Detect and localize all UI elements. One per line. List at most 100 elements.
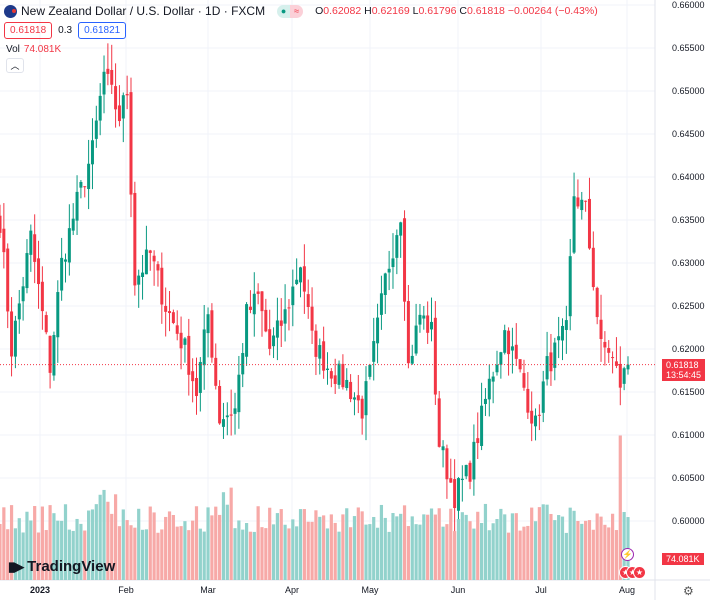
sell-button[interactable]: 0.61818 <box>4 22 53 39</box>
candle-body <box>133 192 137 286</box>
candle-body <box>483 398 487 405</box>
volume-bar <box>341 514 345 580</box>
candle-body <box>472 441 476 480</box>
volume-bar <box>133 527 137 580</box>
volume-bar <box>137 508 141 580</box>
volume-bar <box>152 512 156 580</box>
candle-body <box>268 329 272 349</box>
volume-bar <box>487 530 491 580</box>
settings-gear-icon[interactable]: ⚙ <box>683 584 694 598</box>
volume-bar <box>144 529 149 580</box>
candle-body <box>206 314 210 334</box>
volume-bar <box>607 527 611 580</box>
candle-body <box>117 105 121 122</box>
volume-bar <box>25 511 29 580</box>
volume-bar <box>21 532 25 580</box>
price-tick: 0.63500 <box>672 215 705 225</box>
candle-body <box>187 335 191 375</box>
volume-bar <box>337 531 341 580</box>
volume-bar <box>175 526 179 580</box>
volume-bar <box>198 528 202 580</box>
volume-bar <box>479 523 484 580</box>
candle-body <box>160 267 164 305</box>
candle-body <box>387 268 391 273</box>
market-status[interactable]: ● ≈ <box>277 4 304 18</box>
volume-bar <box>264 528 268 580</box>
candle-body <box>337 363 341 385</box>
candle-body <box>60 257 64 291</box>
volume-bar <box>491 523 495 580</box>
candle-body <box>418 314 422 325</box>
volume-bar <box>113 494 118 580</box>
lightning-event-icon[interactable]: ⚡ <box>621 548 634 561</box>
candle-body <box>164 305 168 312</box>
volume-bar <box>221 492 226 580</box>
price-tick: 0.60000 <box>672 516 705 526</box>
market-open-icon: ● <box>277 4 291 18</box>
volume-bar <box>395 516 399 580</box>
volume-bar <box>13 528 18 580</box>
volume-bar <box>503 514 507 580</box>
candle-body <box>2 228 6 253</box>
candle-body <box>29 230 33 255</box>
volume-bar <box>322 515 326 580</box>
tradingview-logo[interactable]: ▮▶ TradingView <box>8 558 116 575</box>
volume-bar <box>164 516 168 580</box>
volume-bar <box>568 507 572 580</box>
volume-bar <box>610 513 615 580</box>
volume-bar <box>557 515 561 580</box>
volume-bar <box>364 524 368 580</box>
volume-bar <box>29 520 33 580</box>
symbol-title[interactable]: New Zealand Dollar / U.S. Dollar · 1D · … <box>21 4 266 18</box>
volume-bar <box>241 529 245 580</box>
candle-body <box>314 330 318 357</box>
volume-bar <box>260 527 264 580</box>
volume-bar <box>368 524 372 580</box>
volume-bar <box>52 513 56 580</box>
candle-body <box>37 258 41 285</box>
buy-button[interactable]: 0.61821 <box>78 22 127 39</box>
candle-body <box>618 363 622 388</box>
candle-body <box>48 335 52 373</box>
candle-body <box>584 200 588 202</box>
collapse-legend-button[interactable]: ︿ <box>6 58 24 73</box>
candle-body <box>175 325 179 334</box>
time-label: 2023 <box>30 585 50 595</box>
volume-bar <box>580 523 584 580</box>
volume-bar <box>140 529 145 580</box>
volume-bar <box>591 529 595 580</box>
candle-body <box>287 307 291 309</box>
candle-body <box>426 315 430 333</box>
volume-bar <box>499 508 503 580</box>
candle-body <box>352 397 356 400</box>
candle-body <box>403 218 407 302</box>
volume-bar <box>372 516 376 580</box>
volume-bar <box>202 531 206 580</box>
volume-bar <box>279 509 283 580</box>
candle-body <box>194 377 198 397</box>
volume-bar <box>183 521 187 580</box>
candle-body <box>191 371 195 382</box>
candle-body <box>487 378 491 400</box>
us-flag-event-icon[interactable]: ★ <box>633 566 646 579</box>
volume-bar <box>17 518 21 580</box>
volume-bar <box>460 512 464 580</box>
volume-bar <box>399 513 403 580</box>
volume-bar <box>206 507 210 580</box>
volume-bar <box>437 508 441 580</box>
price-tick: 0.61500 <box>672 387 705 397</box>
candle-body <box>603 341 607 348</box>
ohlc-values: O0.62082 H0.62169 L0.61796 C0.61818 −0.0… <box>315 5 598 17</box>
volume-bar <box>291 519 295 580</box>
volume-bar <box>121 509 125 580</box>
candle-body <box>245 304 249 357</box>
volume-bar <box>110 513 114 580</box>
candle-body <box>148 250 152 253</box>
volume-bar <box>333 522 337 580</box>
price-tick: 0.61000 <box>672 430 705 440</box>
candle-body <box>202 329 206 366</box>
candle-body <box>137 275 141 285</box>
volume-bar <box>9 505 14 580</box>
candle-body <box>106 68 110 74</box>
